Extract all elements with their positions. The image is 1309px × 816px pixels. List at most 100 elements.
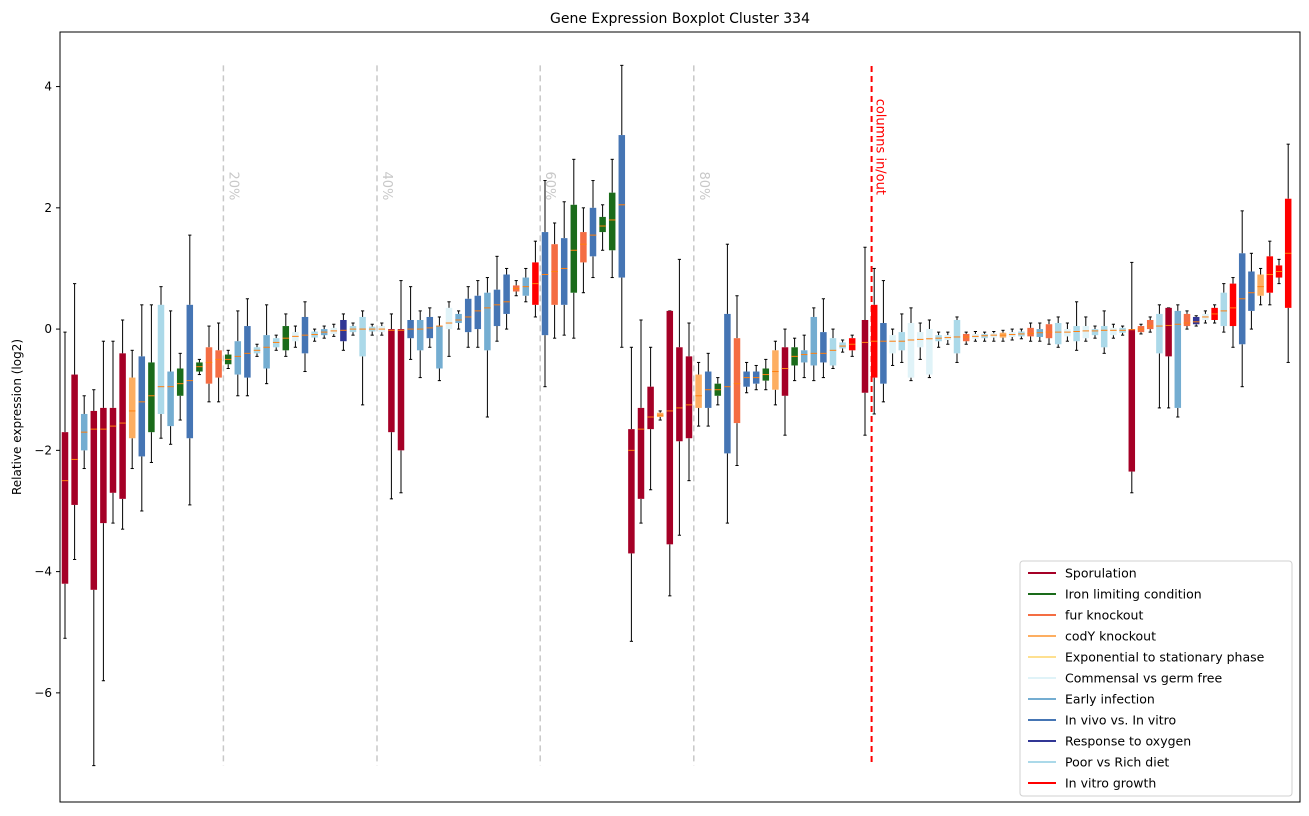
box-56 bbox=[599, 204, 606, 251]
box-70 bbox=[733, 295, 741, 467]
box-body bbox=[493, 289, 501, 327]
box-body bbox=[388, 329, 395, 433]
box-body bbox=[186, 304, 194, 439]
box-body bbox=[1156, 313, 1163, 354]
box-59 bbox=[628, 346, 635, 642]
box-118 bbox=[1183, 310, 1191, 330]
chart-title: Gene Expression Boxplot Cluster 334 bbox=[550, 11, 810, 27]
box-body bbox=[119, 353, 126, 499]
box-body bbox=[1100, 326, 1108, 348]
box-82 bbox=[848, 334, 856, 357]
legend-label: Response to oxygen bbox=[1065, 734, 1191, 749]
box-49 bbox=[532, 240, 539, 318]
box-body bbox=[889, 335, 896, 354]
box-83 bbox=[861, 246, 869, 436]
box-104 bbox=[1054, 316, 1062, 348]
box-66 bbox=[695, 361, 702, 427]
box-body bbox=[1082, 326, 1090, 339]
box-86 bbox=[889, 328, 896, 366]
box-125 bbox=[1248, 252, 1255, 330]
box-33 bbox=[378, 322, 386, 336]
box-body bbox=[666, 310, 674, 545]
box-40 bbox=[445, 301, 453, 357]
box-body bbox=[599, 216, 606, 233]
box-body bbox=[695, 374, 702, 408]
box-124 bbox=[1238, 210, 1246, 388]
box-body bbox=[215, 350, 222, 378]
box-body bbox=[474, 295, 482, 330]
box-101 bbox=[1027, 322, 1034, 342]
box-body bbox=[244, 326, 251, 378]
box-39 bbox=[436, 316, 443, 382]
box-78 bbox=[810, 307, 818, 382]
box-body bbox=[1220, 292, 1228, 327]
y-axis-label: Relative expression (log2) bbox=[10, 339, 24, 495]
plot-frame bbox=[59, 31, 1301, 803]
box-52 bbox=[560, 201, 568, 336]
box-69 bbox=[724, 243, 731, 524]
box-50 bbox=[541, 180, 549, 388]
box-120 bbox=[1202, 310, 1209, 324]
box-60 bbox=[637, 319, 645, 524]
y-tick-label: 4 bbox=[44, 80, 52, 94]
percentile-label: 60% bbox=[542, 171, 557, 200]
box-body bbox=[445, 307, 453, 330]
box-45 bbox=[493, 255, 501, 342]
box-97 bbox=[990, 331, 998, 342]
box-110 bbox=[1110, 323, 1117, 339]
box-112 bbox=[1128, 261, 1136, 494]
box-14 bbox=[196, 358, 203, 376]
box-31 bbox=[359, 310, 366, 406]
box-93 bbox=[953, 316, 961, 363]
box-76 bbox=[791, 337, 798, 382]
box-115 bbox=[1156, 304, 1163, 409]
box-51 bbox=[551, 222, 558, 339]
box-body bbox=[772, 350, 779, 390]
percentile-label: 80% bbox=[696, 171, 711, 200]
box-body bbox=[148, 362, 155, 433]
box-20 bbox=[253, 343, 261, 357]
box-114 bbox=[1146, 316, 1154, 333]
box-body bbox=[397, 329, 405, 451]
box-body bbox=[109, 407, 117, 493]
legend-label: Exponential to stationary phase bbox=[1065, 650, 1265, 665]
box-body bbox=[71, 374, 78, 505]
box-body bbox=[1027, 327, 1034, 337]
box-body bbox=[880, 323, 887, 384]
box-body bbox=[263, 335, 270, 369]
box-body bbox=[1128, 329, 1136, 472]
box-10 bbox=[157, 286, 165, 439]
box-17 bbox=[224, 349, 232, 369]
box-89 bbox=[916, 322, 924, 360]
legend-label: codY knockout bbox=[1065, 629, 1156, 644]
box-98 bbox=[999, 329, 1007, 342]
box-11 bbox=[167, 310, 174, 445]
box-body bbox=[157, 304, 165, 414]
box-121 bbox=[1211, 304, 1218, 324]
box-128 bbox=[1275, 258, 1283, 285]
box-8 bbox=[138, 304, 146, 512]
box-95 bbox=[972, 331, 979, 342]
box-body bbox=[1064, 329, 1071, 337]
box-99 bbox=[1008, 328, 1016, 341]
box-57 bbox=[608, 158, 616, 279]
box-21 bbox=[263, 304, 270, 385]
box-body bbox=[820, 332, 827, 363]
legend-label: Early infection bbox=[1065, 692, 1155, 707]
legend-label: In vivo vs. In vitro bbox=[1065, 713, 1176, 728]
box-100 bbox=[1018, 328, 1025, 340]
box-body bbox=[234, 341, 242, 375]
box-body bbox=[436, 326, 443, 369]
legend-label: fur knockout bbox=[1065, 608, 1143, 623]
box-72 bbox=[752, 364, 760, 391]
box-81 bbox=[839, 339, 846, 353]
box-body bbox=[1183, 313, 1191, 327]
legend-label: Poor vs Rich diet bbox=[1065, 755, 1169, 770]
box-73 bbox=[762, 358, 770, 391]
box-body bbox=[829, 338, 837, 366]
box-body bbox=[589, 207, 597, 257]
box-79 bbox=[820, 298, 827, 379]
box-61 bbox=[647, 346, 654, 491]
box-29 bbox=[340, 313, 347, 351]
